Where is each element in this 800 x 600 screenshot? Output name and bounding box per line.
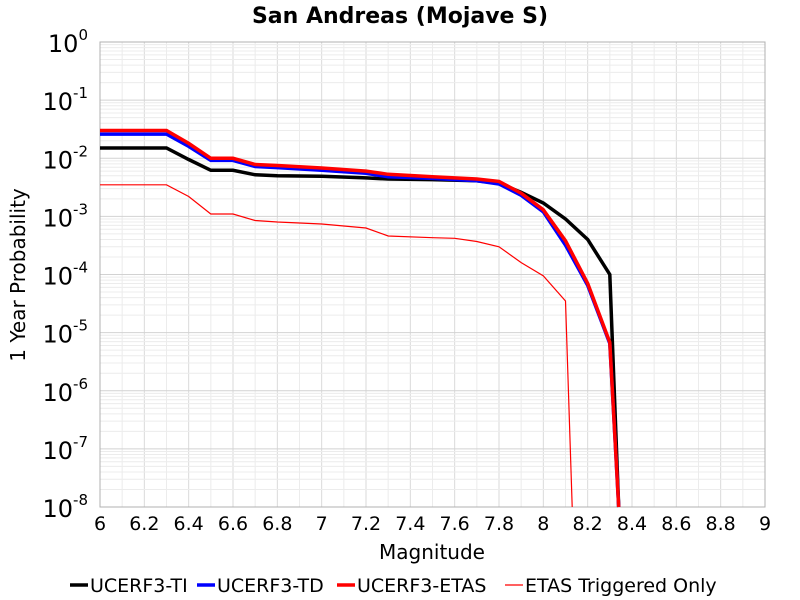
x-tick-label: 6.6 bbox=[218, 513, 248, 535]
x-tick-label: 8.6 bbox=[661, 513, 691, 535]
x-tick-label: 6.8 bbox=[262, 513, 292, 535]
x-tick-label: 8.4 bbox=[617, 513, 647, 535]
grid bbox=[99, 42, 766, 508]
legend-label: UCERF3-TD bbox=[217, 575, 324, 597]
series-line-ucerf3-td bbox=[100, 132, 621, 508]
x-tick-label: 7.6 bbox=[440, 513, 470, 535]
x-tick-label: 8.2 bbox=[573, 513, 603, 535]
x-tick-label: 6.2 bbox=[129, 513, 159, 535]
plot-area bbox=[99, 41, 766, 508]
y-tick-label: 100 bbox=[48, 26, 88, 58]
y-tick-label: 10-6 bbox=[42, 375, 88, 407]
y-tick-label: 10-2 bbox=[42, 142, 88, 174]
y-tick-label: 10-1 bbox=[42, 84, 88, 116]
chart-title: San Andreas (Mojave S) bbox=[252, 4, 548, 29]
legend: UCERF3-TI UCERF3-TD UCERF3-ETAS ETAS Trigge… bbox=[70, 575, 717, 597]
x-tick-label: 8 bbox=[537, 513, 549, 535]
legend-label: ETAS Triggered Only bbox=[525, 575, 717, 597]
x-axis-label: Magnitude bbox=[379, 540, 485, 564]
x-tick-labels: 6 6.2 6.4 6.6 6.8 7 7.2 7.4 7.6 7.8 8 8.2 8.4 8.6 8.8 9 bbox=[94, 513, 771, 535]
legend-label: UCERF3-TI bbox=[90, 575, 188, 597]
y-tick-label: 10-8 bbox=[42, 491, 88, 523]
legend-label: UCERF3-ETAS bbox=[357, 575, 486, 597]
x-tick-label: 7.4 bbox=[395, 513, 425, 535]
series-line-etas-triggered-only bbox=[100, 184, 573, 508]
x-tick-label: 7.8 bbox=[484, 513, 514, 535]
x-tick-label: 7.2 bbox=[351, 513, 381, 535]
y-tick-label: 10-4 bbox=[42, 259, 88, 291]
y-tick-label: 10-3 bbox=[42, 200, 88, 232]
y-tick-labels: 100 10-1 10-2 10-3 10-4 10-5 10-6 10-7 10-8 bbox=[42, 26, 88, 523]
series-line-ucerf3-ti bbox=[100, 146, 621, 508]
y-axis-label: 1 Year Probability bbox=[6, 188, 30, 362]
x-tick-label: 7 bbox=[316, 513, 328, 535]
series-layer bbox=[100, 128, 621, 508]
y-tick-label: 10-5 bbox=[42, 317, 88, 349]
x-tick-label: 6.4 bbox=[174, 513, 204, 535]
x-tick-label: 9 bbox=[759, 513, 771, 535]
x-tick-label: 8.8 bbox=[706, 513, 736, 535]
y-tick-label: 10-7 bbox=[42, 433, 88, 465]
series-line-ucerf3-etas bbox=[100, 128, 621, 508]
x-tick-label: 6 bbox=[94, 513, 106, 535]
